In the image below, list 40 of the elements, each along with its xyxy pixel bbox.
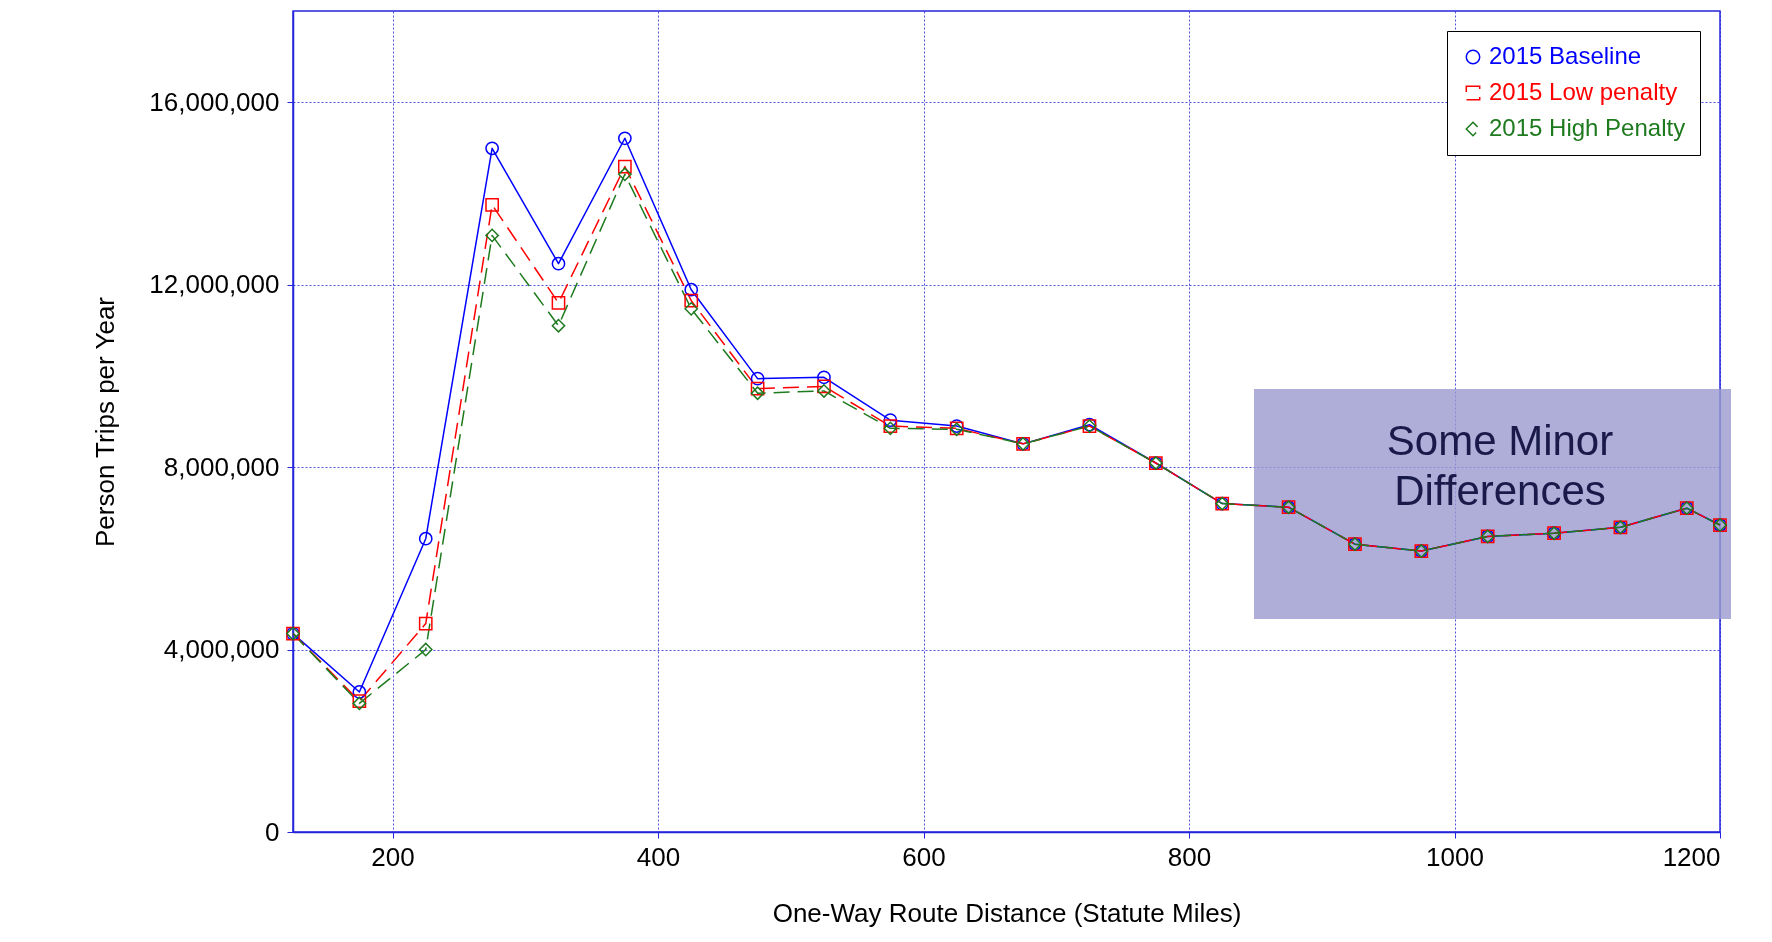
point: [750, 381, 765, 396]
annotation: Some Minor Differences: [1386, 417, 1614, 514]
point: [617, 159, 632, 174]
point: [418, 642, 433, 657]
point: [817, 370, 831, 385]
point: [617, 167, 632, 182]
legend-label: 2015 High Penalty: [1489, 114, 1686, 141]
point: [418, 616, 433, 631]
point: [817, 384, 831, 398]
y-tick-label: 16,000,000: [149, 86, 280, 117]
x-tick-label: 1000: [1426, 841, 1484, 872]
x-tick-label: 200: [371, 841, 415, 872]
point: [883, 413, 898, 427]
point: [750, 386, 765, 401]
x-axis-title: One-Way Route Distance (Statute Miles): [772, 897, 1242, 928]
x-tick-label: 600: [902, 841, 946, 872]
y-tick-label: 12,000,000: [149, 269, 280, 300]
point: [817, 379, 831, 394]
legend-label: 2015 Baseline: [1489, 42, 1642, 69]
y-tick-label: 8,000,000: [163, 451, 280, 482]
point: [750, 371, 765, 386]
point: [352, 685, 367, 699]
point: [551, 296, 566, 310]
point: [684, 301, 699, 316]
point: [551, 318, 566, 333]
point: [485, 228, 499, 243]
point: [551, 256, 566, 271]
point: [684, 293, 699, 308]
x-tick-label: 1200: [1662, 841, 1721, 872]
point: [418, 531, 433, 546]
y-tick-label: 4,000,000: [163, 634, 280, 665]
x-tick-label: 800: [1167, 841, 1212, 872]
point: [684, 282, 699, 297]
y-tick-label: 0: [265, 816, 280, 847]
legend-label: 2015 Low penalty: [1489, 78, 1678, 105]
point: [485, 141, 499, 156]
x-tick-label: 400: [636, 841, 681, 872]
point: [617, 131, 632, 146]
point: [485, 197, 499, 212]
y-axis-title: Person Trips per Year: [90, 296, 121, 548]
